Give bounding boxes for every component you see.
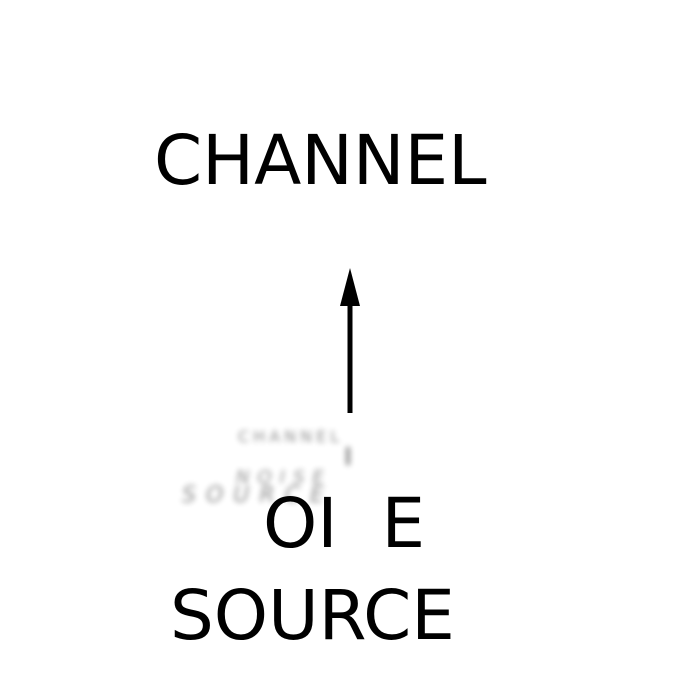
blurred-ghost-overlay: CHANNEL NOISE SOURCE bbox=[176, 425, 456, 510]
ghost-channel-label: CHANNEL bbox=[238, 427, 344, 446]
noise-source-label-line1: OI E bbox=[263, 484, 426, 564]
noise-source-label-line2: SOURCE bbox=[170, 576, 455, 656]
ghost-arrow-mark bbox=[346, 447, 350, 465]
channel-node-label: CHANNEL bbox=[154, 121, 487, 201]
flow-arrow bbox=[340, 268, 360, 413]
arrow-head bbox=[340, 268, 360, 306]
ghost-noise-label: NOISE bbox=[236, 467, 332, 488]
ghost-source-label: SOURCE bbox=[182, 483, 334, 508]
